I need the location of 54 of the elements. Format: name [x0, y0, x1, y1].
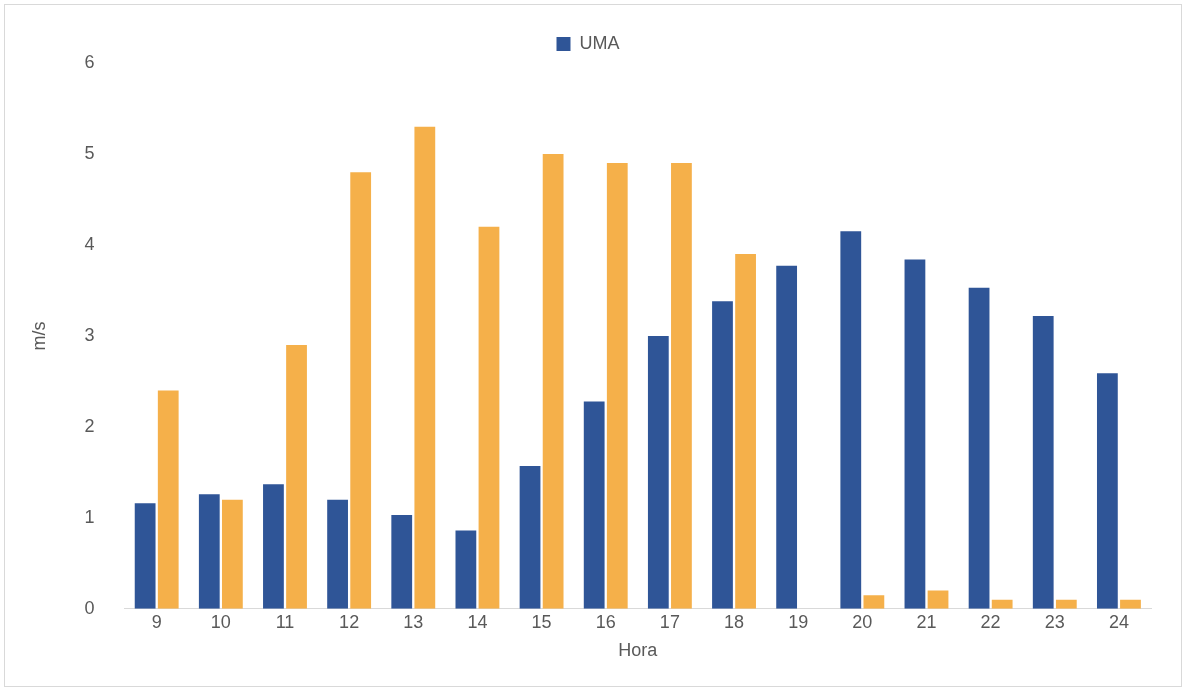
bar	[455, 530, 477, 609]
bar	[583, 401, 605, 609]
x-tick-label: 24	[1108, 611, 1129, 632]
y-tick-label: 3	[84, 324, 95, 345]
x-tick-label: 20	[852, 611, 873, 632]
y-tick-label: 6	[84, 51, 95, 72]
y-tick-label: 1	[84, 506, 95, 527]
bar	[863, 595, 885, 609]
x-tick-label: 16	[595, 611, 616, 632]
x-tick-label: 17	[659, 611, 680, 632]
legend-label: UMA	[579, 32, 620, 53]
bar	[198, 494, 220, 609]
bar	[712, 301, 733, 609]
bar	[157, 390, 179, 609]
x-tick-label: 21	[916, 611, 937, 632]
bar	[414, 126, 436, 609]
bar	[263, 484, 284, 609]
bar	[286, 345, 307, 609]
bar	[1032, 315, 1054, 609]
x-tick-label: 11	[275, 611, 295, 632]
x-tick-label: 19	[788, 611, 809, 632]
y-tick-label: 2	[84, 415, 95, 436]
bar	[927, 590, 949, 609]
y-tick-label: 0	[84, 597, 95, 618]
bar	[968, 287, 990, 609]
bar	[221, 499, 243, 609]
bar	[542, 153, 564, 609]
x-tick-label: 12	[339, 611, 360, 632]
y-axis-title: m/s	[28, 321, 49, 351]
bar	[350, 172, 372, 609]
bar	[735, 254, 756, 609]
bar	[391, 515, 413, 609]
y-tick-label: 4	[84, 233, 95, 254]
x-tick-label: 14	[467, 611, 488, 632]
x-tick-label: 10	[210, 611, 231, 632]
bar	[478, 226, 500, 609]
y-tick-label: 5	[84, 142, 95, 163]
bar	[671, 163, 692, 609]
x-tick-label: 22	[980, 611, 1001, 632]
bar	[1096, 373, 1118, 609]
x-tick-label: 9	[151, 611, 162, 632]
x-tick-label: 23	[1044, 611, 1065, 632]
bar	[606, 163, 628, 609]
x-axis-title: Hora	[618, 640, 659, 661]
x-tick-label: 18	[724, 611, 745, 632]
bar	[776, 265, 798, 609]
bar	[840, 231, 862, 609]
bar	[904, 259, 926, 609]
x-tick-label: 13	[403, 611, 424, 632]
bar	[647, 335, 669, 609]
bar	[519, 465, 541, 609]
bar	[134, 503, 156, 609]
bar	[327, 499, 348, 609]
x-tick-label: 15	[531, 611, 552, 632]
